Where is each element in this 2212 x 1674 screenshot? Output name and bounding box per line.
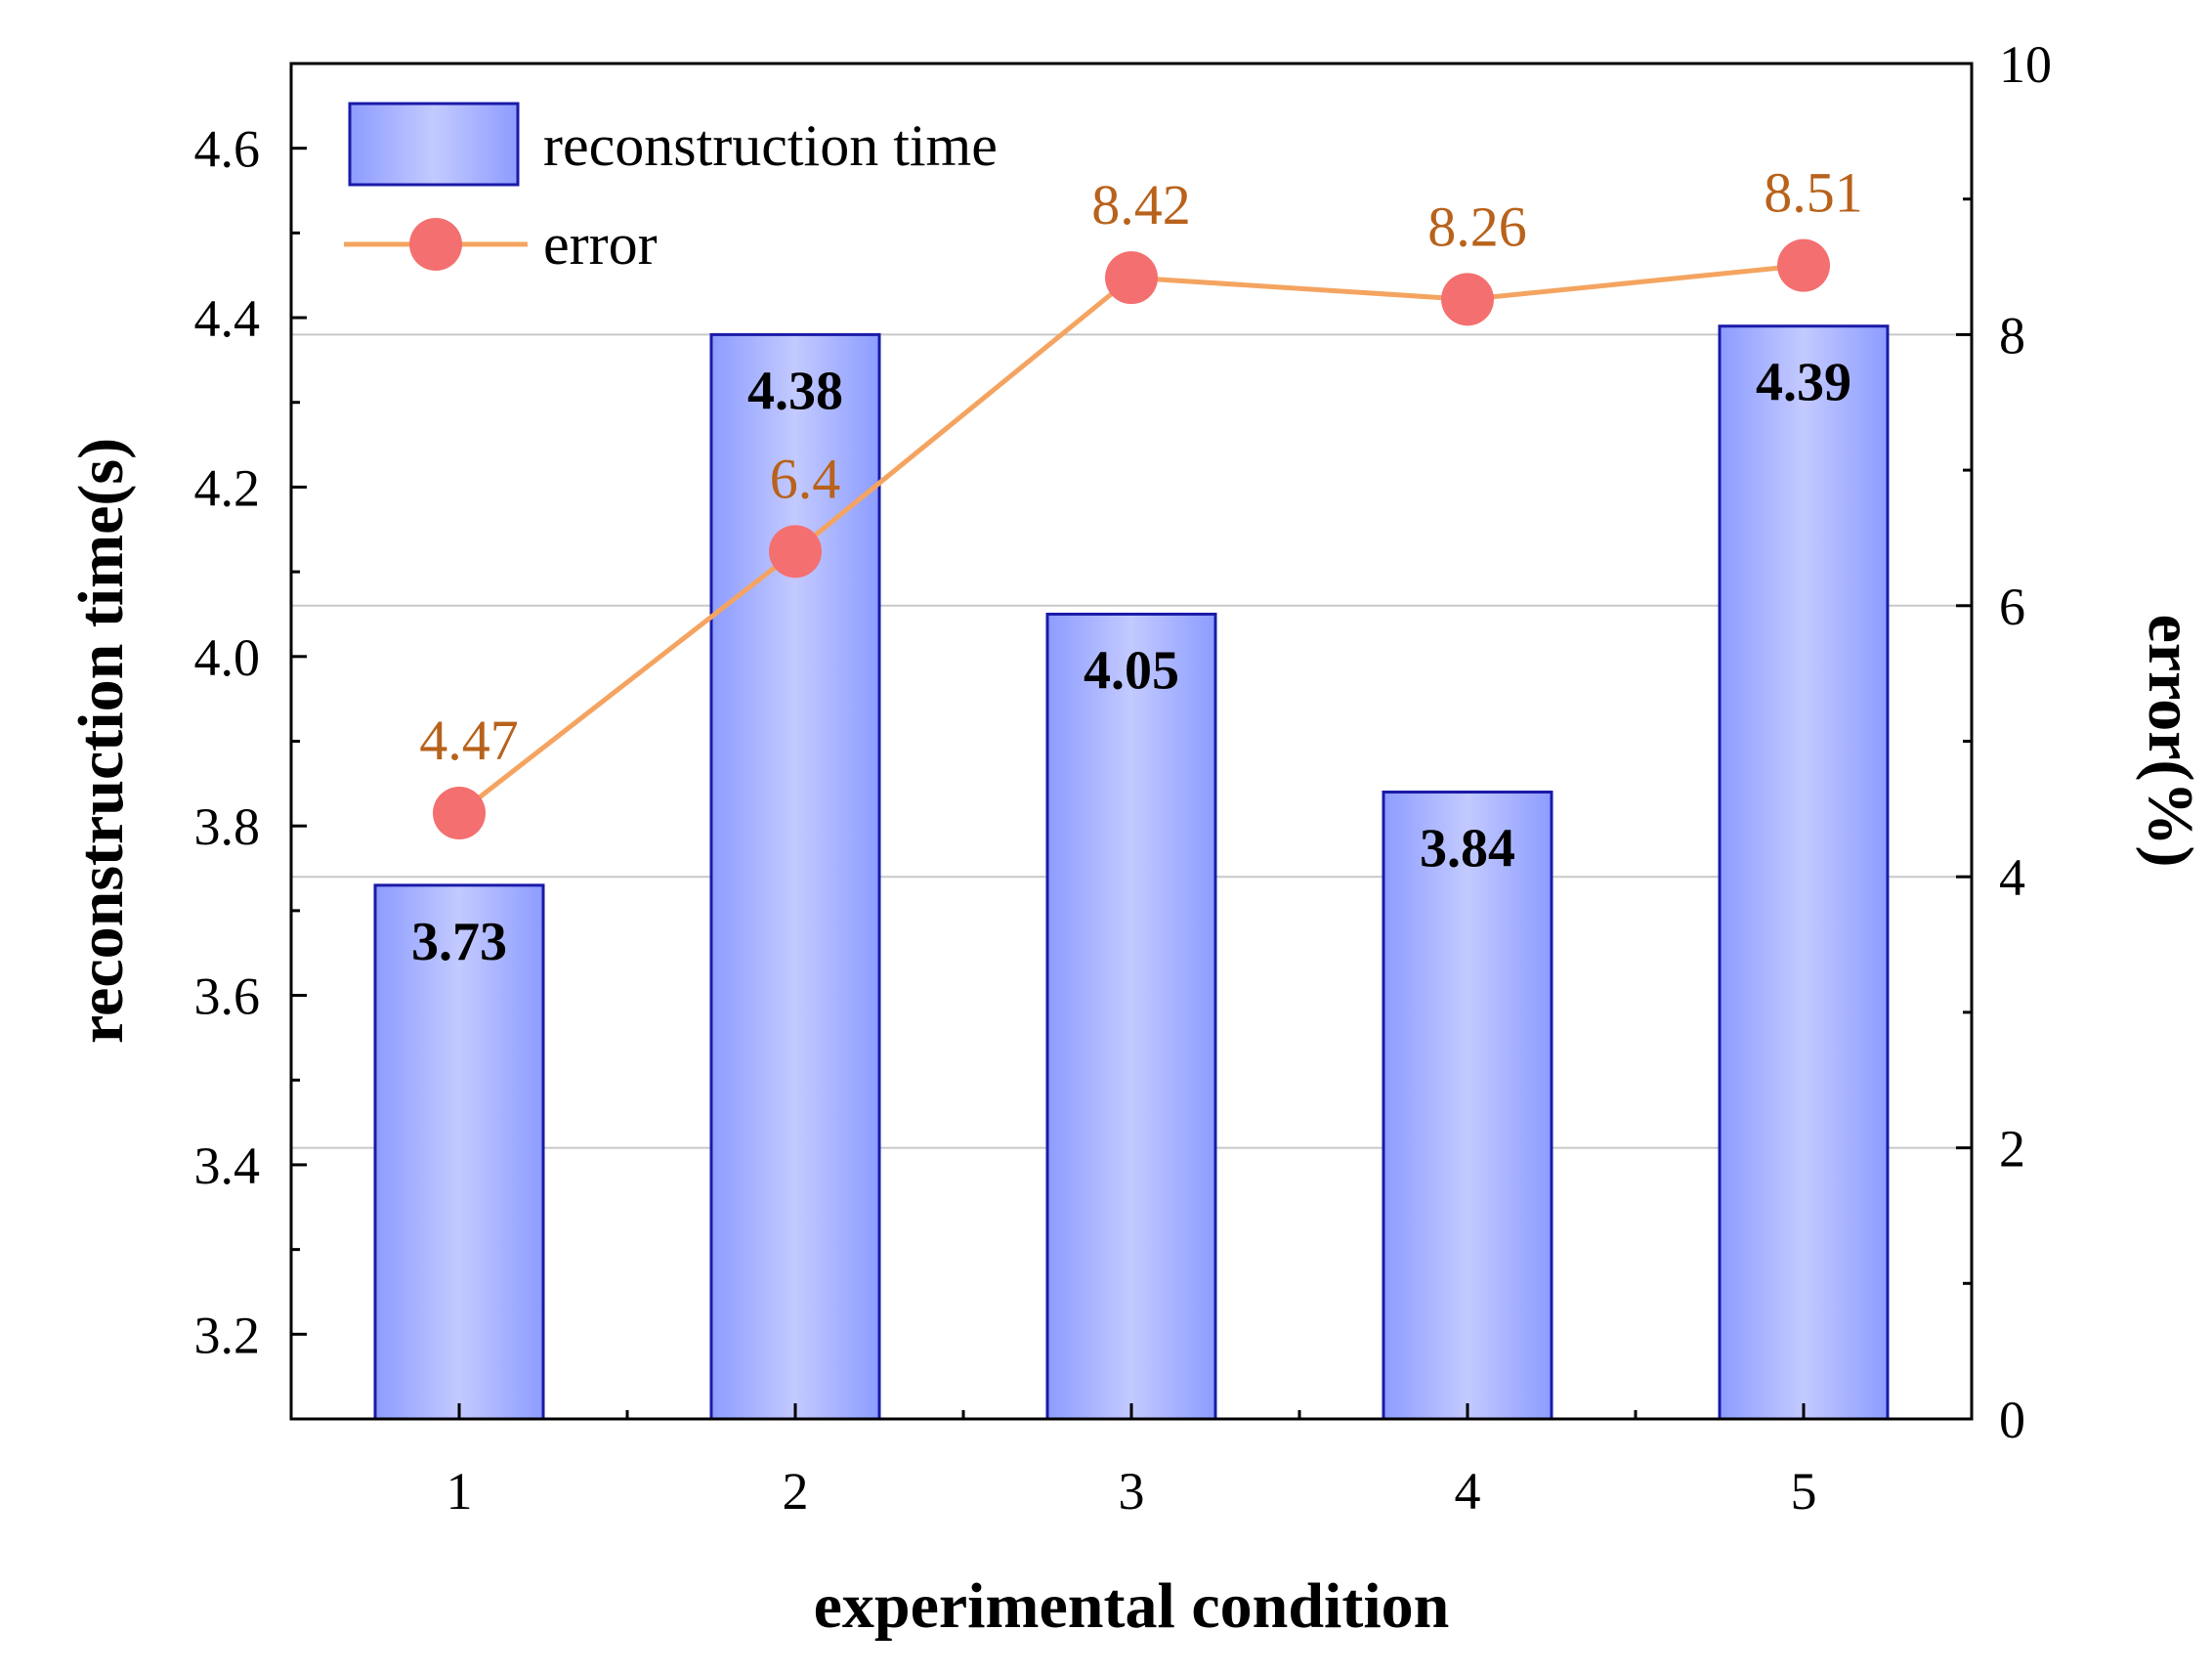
legend-swatch-marker	[409, 218, 462, 271]
x-tick-label: 5	[1791, 1462, 1817, 1521]
error-series: 4.47 6.4 8.42 8.26 8.51	[419, 161, 1863, 840]
legend: reconstruction time error	[344, 102, 998, 277]
bar-value-label: 4.39	[1756, 353, 1851, 413]
error-marker-1	[433, 787, 486, 840]
bar-4	[1382, 791, 1553, 1421]
error-value-label: 6.4	[770, 447, 841, 510]
y2-tick-label: 4	[1999, 848, 2025, 907]
legend-swatch-bar	[348, 102, 520, 187]
error-value-label: 8.51	[1764, 161, 1863, 225]
bar-value-label: 4.05	[1084, 640, 1179, 701]
x-tick-label: 2	[783, 1462, 809, 1521]
y-tick-label: 4.6	[194, 120, 261, 179]
y-tick-label: 4.0	[194, 628, 261, 687]
bar-value-label: 3.84	[1420, 819, 1515, 880]
error-marker-5	[1777, 238, 1830, 292]
y-tick-label: 4.2	[194, 458, 261, 517]
y2-tick-label: 10	[1999, 35, 2052, 94]
y2-tick-label: 2	[1999, 1120, 2025, 1179]
bar-value-label: 3.73	[411, 912, 507, 972]
x-tick-label: 1	[447, 1462, 473, 1521]
error-value-label: 8.26	[1427, 194, 1527, 258]
bar-5	[1718, 324, 1890, 1421]
y-tick-label: 4.4	[194, 289, 261, 348]
y-tick-label: 3.2	[194, 1306, 261, 1364]
error-value-label: 8.42	[1091, 173, 1191, 236]
legend-label-bar: reconstruction time	[543, 113, 998, 178]
bar-3	[1045, 612, 1217, 1421]
y-tick-label: 3.8	[194, 797, 261, 856]
y-tick-label: 3.4	[194, 1137, 261, 1195]
y2-axis-title: error(%)	[2135, 615, 2206, 868]
x-tick-label: 4	[1455, 1462, 1481, 1521]
error-marker-4	[1441, 273, 1494, 326]
y-axis-title: reconstruction time(s)	[65, 438, 137, 1044]
error-value-label: 4.47	[419, 708, 519, 772]
x-tick-label: 3	[1119, 1462, 1145, 1521]
y2-tick-label: 0	[1999, 1391, 2025, 1449]
bars: 3.73 4.38 4.05 3.84 4.39	[373, 324, 1890, 1421]
error-marker-3	[1105, 251, 1158, 305]
x-axis-title: experimental condition	[814, 1570, 1450, 1642]
bar-1	[373, 883, 545, 1421]
error-marker-2	[769, 525, 822, 579]
y-tick-label: 3.6	[194, 967, 261, 1026]
bar-value-label: 4.38	[747, 361, 843, 421]
y2-tick-label: 6	[1999, 578, 2025, 636]
y2-tick-label: 8	[1999, 306, 2025, 365]
legend-label-line: error	[543, 212, 658, 277]
